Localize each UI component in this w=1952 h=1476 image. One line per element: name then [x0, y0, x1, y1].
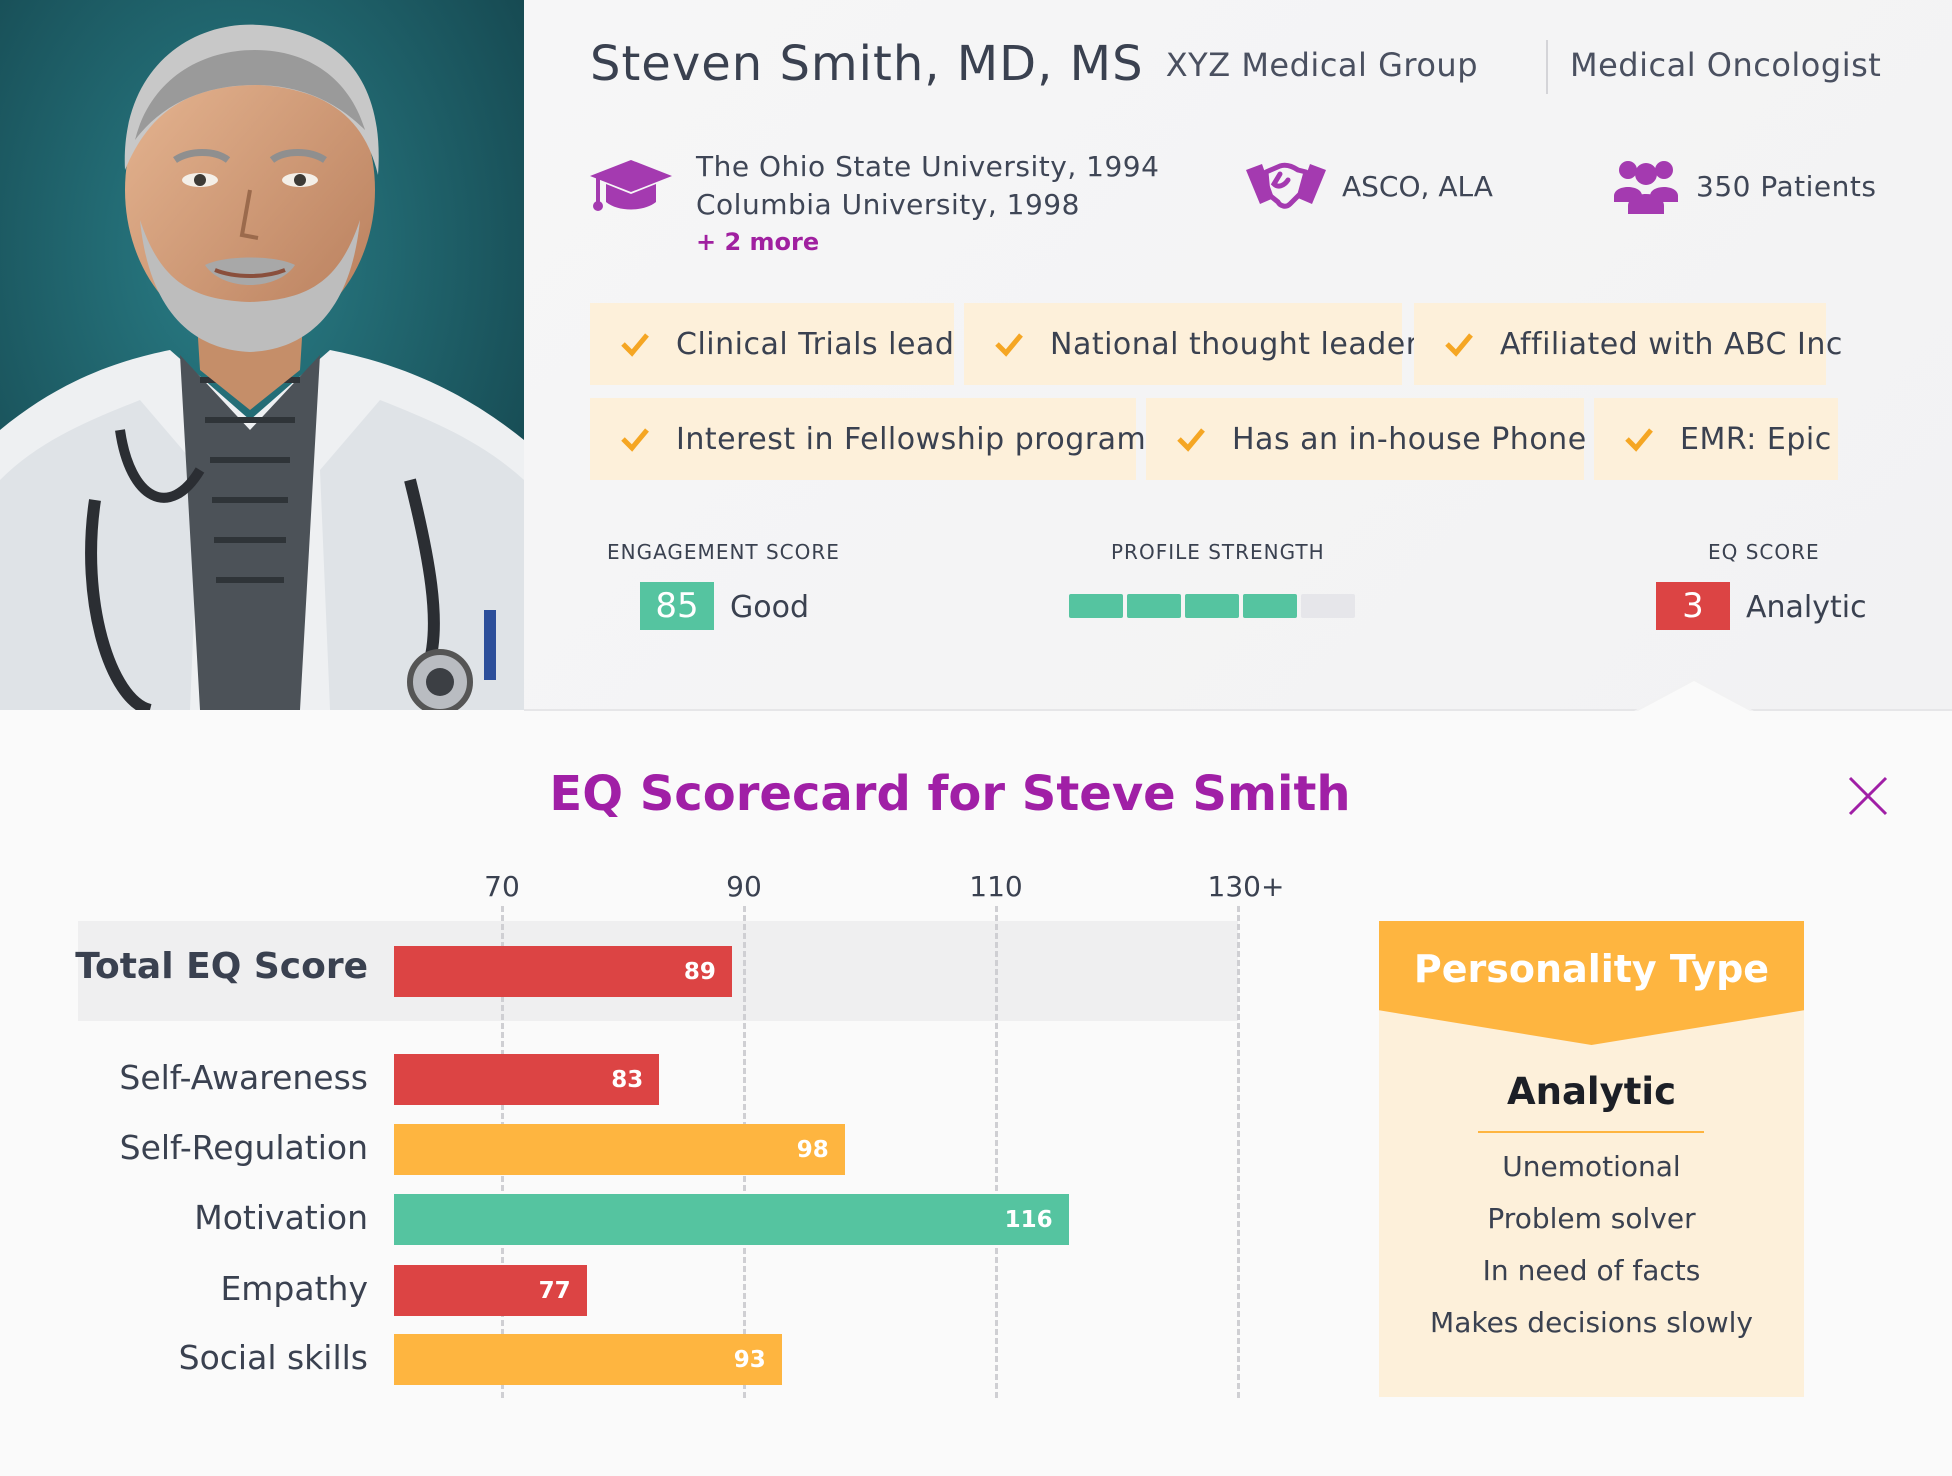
checkmark-icon: [1177, 428, 1205, 452]
x-tick-label: 130+: [1207, 870, 1285, 903]
eq-score-text: Analytic: [1746, 590, 1867, 625]
gridline: [1237, 906, 1240, 1398]
graduation-cap-icon: [588, 156, 674, 220]
x-tick-label: 110: [969, 870, 1023, 903]
strength-segment: [1069, 594, 1123, 618]
tag-thought-leader: National thought leader: [964, 303, 1418, 385]
tag-label: Affiliated with ABC Inc: [1500, 326, 1843, 362]
eq-bar: 89: [394, 946, 732, 997]
eq-bar: 98: [394, 1124, 845, 1175]
tag-affiliation: Affiliated with ABC Inc: [1414, 303, 1842, 385]
personality-trait: Problem solver: [1487, 1202, 1696, 1235]
patient-count: 350 Patients: [1696, 170, 1877, 203]
tag-in-house-phone: Has an in-house Phone: [1146, 398, 1587, 480]
personality-divider: [1478, 1131, 1704, 1133]
checkmark-icon: [1445, 333, 1473, 357]
close-icon: [1848, 776, 1888, 816]
x-tick-label: 70: [484, 870, 520, 903]
tag-label: Interest in Fellowship programs: [676, 421, 1163, 457]
strength-segment: [1243, 594, 1297, 618]
checkmark-icon: [621, 428, 649, 452]
category-label: Social skills: [178, 1338, 368, 1377]
engagement-score-label: ENGAGEMENT SCORE: [607, 540, 840, 564]
profile-strength-label: PROFILE STRENGTH: [1111, 540, 1325, 564]
doctor-name: Steven Smith, MD, MS: [590, 36, 1144, 92]
specialty: Medical Oncologist: [1570, 46, 1882, 84]
strength-segment: [1301, 594, 1355, 618]
organization: XYZ Medical Group: [1165, 46, 1478, 84]
people-group-icon: [1614, 156, 1678, 220]
tag-label: National thought leader: [1050, 326, 1419, 362]
checkmark-icon: [995, 333, 1023, 357]
eq-score-value[interactable]: 3: [1656, 582, 1730, 630]
tag-label: EMR: Epic: [1680, 421, 1832, 457]
category-label: Self-Regulation: [119, 1128, 368, 1167]
gridline: [995, 906, 998, 1398]
doctor-photo: [0, 0, 524, 710]
education-line-2: Columbia University, 1998: [696, 188, 1080, 221]
personality-trait: In need of facts: [1482, 1254, 1701, 1287]
education-more-link[interactable]: + 2 more: [696, 228, 820, 256]
checkmark-icon: [621, 333, 649, 357]
tag-label: Has an in-house Phone: [1232, 421, 1587, 457]
category-label: Self-Awareness: [119, 1058, 368, 1097]
handshake-icon: [1244, 156, 1328, 220]
tag-emr: EMR: Epic: [1594, 398, 1838, 480]
associations: ASCO, ALA: [1342, 170, 1493, 203]
eq-bar: 93: [394, 1334, 782, 1385]
strength-segment: [1127, 594, 1181, 618]
header-divider: [524, 709, 1952, 711]
strength-segment: [1185, 594, 1239, 618]
tag-clinical-trials: Clinical Trials lead: [590, 303, 954, 385]
x-tick-label: 90: [726, 870, 762, 903]
scorecard-title: EQ Scorecard for Steve Smith: [549, 766, 1351, 822]
close-button[interactable]: [1846, 774, 1890, 818]
category-label: Empathy: [220, 1269, 368, 1308]
category-label: Motivation: [194, 1198, 368, 1237]
checkmark-icon: [1625, 428, 1653, 452]
eq-bar: 116: [394, 1194, 1069, 1245]
category-label: Total EQ Score: [75, 946, 368, 987]
org-separator: [1546, 40, 1548, 94]
tag-label: Clinical Trials lead: [676, 326, 955, 362]
eq-bar: 83: [394, 1054, 660, 1105]
education-line-1: The Ohio State University, 1994: [696, 150, 1160, 183]
engagement-score-text: Good: [730, 590, 809, 625]
eq-bar: 77: [394, 1265, 587, 1316]
tag-fellowship: Interest in Fellowship programs: [590, 398, 1162, 480]
personality-trait: Makes decisions slowly: [1430, 1306, 1753, 1339]
personality-trait: Unemotional: [1502, 1150, 1681, 1183]
personality-type: Analytic: [1506, 1070, 1677, 1113]
eq-score-label: EQ SCORE: [1708, 540, 1820, 564]
engagement-score-value: 85: [640, 582, 714, 630]
